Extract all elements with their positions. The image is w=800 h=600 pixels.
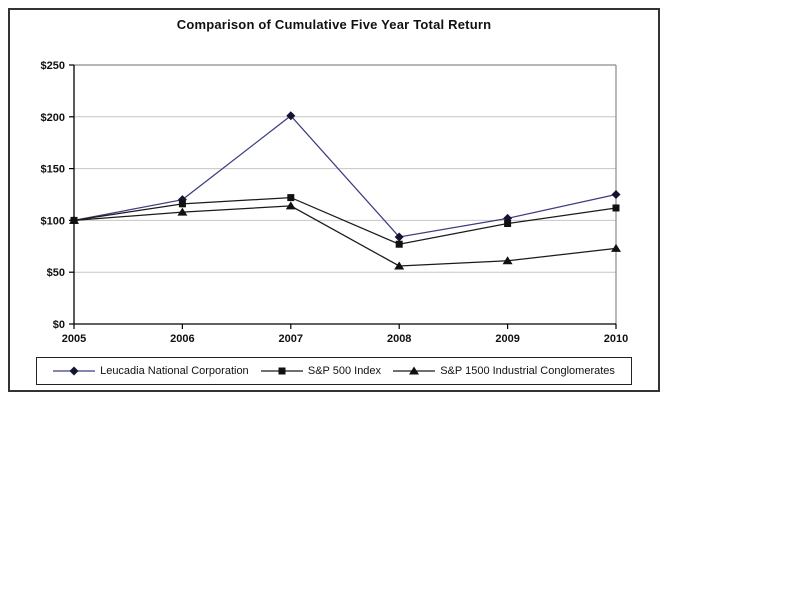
plot-area: $0 $50 $100 $150 $200 $250 2005 2006 2007 2008 200… bbox=[41, 60, 629, 345]
y-axis-label: $0 bbox=[53, 319, 65, 331]
square-marker-icon bbox=[178, 200, 186, 208]
legend-key-icon bbox=[393, 366, 436, 375]
legend-entry-s-p-500-index: S&P 500 Index bbox=[260, 365, 382, 377]
square-marker-icon bbox=[504, 220, 512, 228]
diamond-marker-icon bbox=[69, 366, 79, 376]
legend-entry-s-p-1500-industrial-conglomerates: S&P 1500 Industrial Conglomerates bbox=[393, 365, 615, 377]
x-axis-label: 2006 bbox=[170, 333, 194, 345]
series-line-leucadia-national-corporation bbox=[73, 114, 617, 238]
legend: Leucadia National Corporation S&P 500 Ind… bbox=[36, 357, 632, 385]
legend-label: S&P 1500 Industrial Conglomerates bbox=[440, 365, 615, 377]
triangle-marker-icon bbox=[69, 215, 79, 224]
diamond-marker-icon bbox=[286, 111, 296, 121]
triangle-marker-icon bbox=[502, 256, 513, 265]
x-axis-label: 2005 bbox=[62, 333, 86, 345]
y-axis-label: $150 bbox=[41, 164, 65, 176]
legend-label: Leucadia National Corporation bbox=[100, 365, 249, 377]
triangle-marker-icon bbox=[409, 366, 420, 375]
series-line-s-p-500-index bbox=[73, 196, 617, 245]
square-marker-icon bbox=[278, 367, 286, 375]
chart-title: Comparison of Cumulative Five Year Total… bbox=[176, 17, 492, 32]
series-line-s-p-1500-industrial-conglomerates bbox=[73, 205, 617, 267]
y-axis-label: $100 bbox=[41, 215, 65, 227]
square-marker-icon bbox=[287, 194, 295, 202]
y-axis-label: $250 bbox=[41, 60, 65, 72]
triangle-marker-icon bbox=[177, 207, 188, 216]
x-axis-label: 2008 bbox=[387, 333, 411, 345]
triangle-marker-icon bbox=[611, 243, 621, 252]
square-marker-icon bbox=[612, 204, 620, 212]
diamond-marker-icon bbox=[611, 190, 621, 199]
triangle-marker-icon bbox=[394, 261, 405, 270]
chart-figure: Comparison of Cumulative Five Year Total… bbox=[8, 8, 660, 392]
x-axis-label: 2007 bbox=[279, 333, 303, 345]
legend-key-icon bbox=[53, 366, 96, 376]
square-marker-icon bbox=[395, 240, 403, 248]
legend-entry-leucadia-national-corporation: Leucadia National Corporation bbox=[53, 365, 249, 377]
x-axis-label: 2009 bbox=[495, 333, 519, 345]
y-axis-label: $200 bbox=[41, 112, 65, 124]
x-axis-label: 2010 bbox=[604, 333, 628, 345]
diamond-marker-icon bbox=[394, 232, 404, 242]
triangle-marker-icon bbox=[285, 201, 296, 210]
legend-label: S&P 500 Index bbox=[307, 365, 382, 377]
legend-key-icon bbox=[260, 367, 303, 375]
y-axis-label: $50 bbox=[47, 267, 65, 279]
